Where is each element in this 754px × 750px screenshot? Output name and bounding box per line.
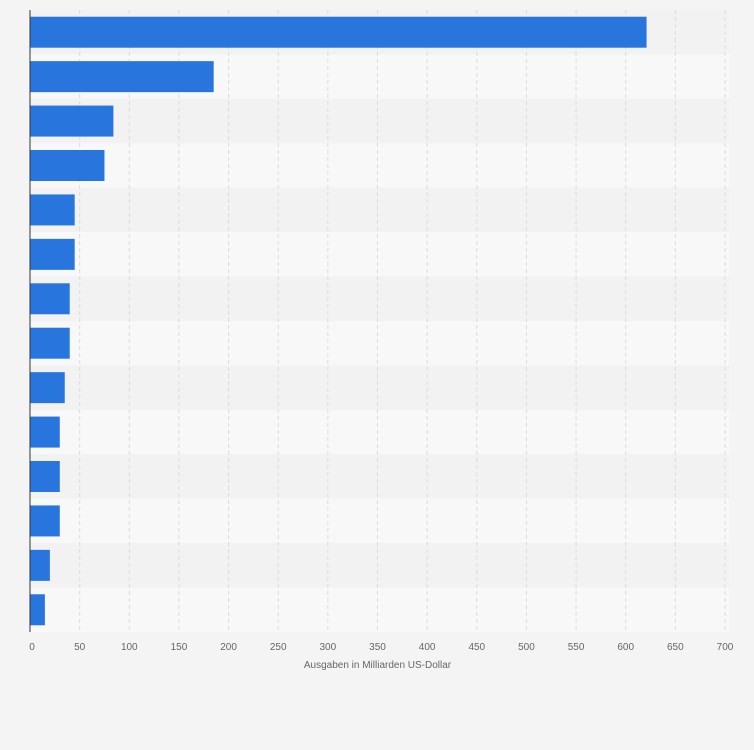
row-band (30, 498, 729, 544)
row-band (30, 365, 729, 410)
row-band (30, 321, 729, 366)
x-tick-label: 650 (667, 642, 684, 653)
x-tick-label: 350 (369, 642, 386, 653)
bar (30, 194, 75, 226)
bar (30, 327, 70, 359)
bar (30, 105, 114, 137)
row-band (30, 276, 729, 321)
gridlines (79, 10, 726, 632)
row-bands (30, 10, 729, 632)
x-tick-label: 50 (74, 642, 86, 653)
bar (30, 594, 45, 626)
bar (30, 461, 60, 492)
row-band (30, 409, 729, 455)
row-band (30, 587, 729, 632)
x-tick-label: 400 (419, 642, 436, 653)
bar (30, 150, 105, 181)
bar (30, 416, 60, 448)
bar (30, 549, 50, 581)
bar (30, 238, 75, 270)
row-band (30, 543, 729, 588)
x-tick-label: 0 (29, 642, 35, 653)
row-band (30, 187, 729, 233)
bar (30, 61, 214, 93)
row-band (30, 143, 729, 188)
x-tick-label: 200 (220, 642, 237, 653)
x-tick-label: 700 (717, 642, 734, 653)
x-tick-labels: 0 50 100 150 200 250 300 350 400 450 500 550 600 650 7… (29, 642, 734, 653)
x-tick-label: 150 (171, 642, 188, 653)
bar (30, 283, 70, 315)
x-tick-label: 500 (518, 642, 535, 653)
row-band (30, 232, 729, 277)
bar (30, 505, 60, 537)
row-band (30, 98, 729, 144)
x-tick-label: 300 (320, 642, 337, 653)
x-axis-title: Ausgaben in Milliarden US-Dollar (304, 660, 452, 671)
x-tick-label: 450 (468, 642, 485, 653)
bars (30, 16, 647, 626)
x-tick-label: 100 (121, 642, 138, 653)
x-tick-label: 250 (270, 642, 287, 653)
x-tick-label: 550 (568, 642, 585, 653)
bar (30, 372, 65, 404)
x-tick-label: 600 (617, 642, 634, 653)
row-band (30, 454, 729, 499)
bar (30, 16, 647, 48)
